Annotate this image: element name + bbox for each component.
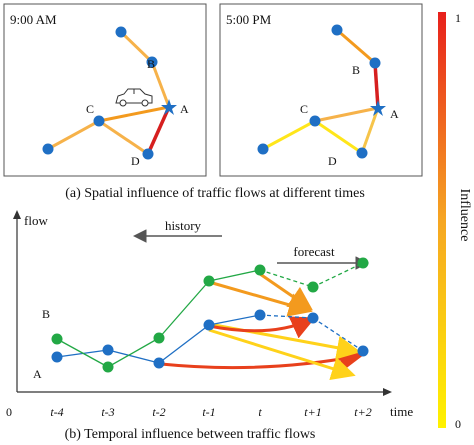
- evening-time-label: 5:00 PM: [226, 12, 272, 27]
- x-tick-label: t-1: [202, 405, 215, 419]
- morning-frame: [3, 3, 207, 177]
- edge-AD: [360, 107, 380, 154]
- series-B-point: [203, 275, 215, 287]
- influence-arrow: [259, 272, 313, 311]
- edge-C-left: [262, 119, 316, 151]
- series-B-segment: [56, 338, 109, 368]
- series-layer: [51, 257, 369, 373]
- evening-frame: [219, 3, 423, 177]
- node: [42, 143, 54, 155]
- series-A-point: [153, 357, 165, 369]
- x-tick-label: t-4: [50, 405, 63, 419]
- x-axis-arrow-icon: [383, 388, 392, 396]
- node-label-B: B: [352, 63, 360, 77]
- node-D: [142, 148, 154, 160]
- series-A-point: [254, 309, 266, 321]
- series-B-segment: [259, 269, 314, 288]
- node-label-D: D: [131, 154, 140, 168]
- node: [331, 24, 343, 36]
- colorbar-min-label: 0: [455, 417, 461, 431]
- node-B: [369, 57, 381, 69]
- edge-1: [119, 30, 154, 64]
- edge-AD: [146, 106, 171, 155]
- x-tick-label: t: [258, 405, 262, 419]
- series-A-point: [51, 351, 63, 363]
- node-label-C: C: [300, 102, 308, 116]
- series-B-point: [102, 361, 114, 373]
- series-label-B: B: [42, 307, 50, 321]
- influence-arrow: [208, 328, 356, 381]
- edge-C-left: [47, 119, 100, 151]
- panel-b: flow time 0 t-4 t-3 t-2 t-1 t t+1 t+2 hi…: [6, 210, 413, 419]
- series-B-segment: [208, 269, 261, 282]
- panel-a-evening: 5:00 PM B C A D: [219, 3, 423, 177]
- node-label-C: C: [86, 102, 94, 116]
- colorbar: 1 0 Influence: [438, 11, 472, 431]
- series-B-segment: [158, 280, 210, 339]
- series-A-point: [203, 319, 215, 331]
- node-label-D: D: [328, 154, 337, 168]
- edge-BA: [373, 62, 380, 109]
- edge-AC: [98, 105, 170, 123]
- car-icon: [115, 88, 153, 107]
- series-B-point: [254, 264, 266, 276]
- edge-CD: [98, 119, 149, 156]
- x-axis-label: time: [390, 404, 413, 419]
- star-icon: [370, 100, 386, 116]
- node: [257, 143, 269, 155]
- series-A-segment: [107, 349, 160, 364]
- series-A-point: [307, 312, 319, 324]
- node-label-A: A: [390, 107, 399, 121]
- node-D: [356, 147, 368, 159]
- y-axis-arrow-icon: [13, 210, 21, 219]
- series-B-point: [153, 332, 165, 344]
- x-tick-label: t-3: [101, 405, 114, 419]
- series-A-point: [102, 344, 114, 356]
- x-tick-labels: t-4 t-3 t-2 t-1 t t+1 t+2: [50, 405, 371, 419]
- series-label-A: A: [33, 367, 42, 381]
- morning-time-label: 9:00 AM: [10, 12, 57, 27]
- node-label-A: A: [180, 102, 189, 116]
- colorbar-title: Influence: [457, 189, 472, 242]
- panel-a-morning: 9:00 AM B C A D: [3, 3, 207, 177]
- x-tick-label: t+2: [354, 405, 371, 419]
- colorbar-gradient: [438, 12, 446, 428]
- series-B-segment: [107, 337, 160, 368]
- node-C: [93, 115, 105, 127]
- series-B-point: [307, 281, 319, 293]
- colorbar-max-label: 1: [455, 11, 461, 25]
- x-tick-label: t+1: [304, 405, 321, 419]
- edge-CD: [314, 119, 363, 155]
- node-label-B: B: [147, 57, 155, 71]
- caption-a: (a) Spatial influence of traffic flows a…: [65, 186, 365, 201]
- x-tick-label: t-2: [152, 405, 165, 419]
- star-icon: [161, 99, 177, 115]
- series-B-point: [357, 257, 369, 269]
- series-A-segment: [312, 317, 364, 352]
- series-B-point: [51, 333, 63, 345]
- history-label: history: [165, 218, 202, 233]
- node-C: [309, 115, 321, 127]
- series-A-segment: [208, 314, 261, 326]
- series-A-segment: [158, 324, 210, 364]
- series-A-point: [357, 345, 369, 357]
- forecast-label: forecast: [293, 244, 335, 259]
- series-B-segment: [312, 262, 364, 288]
- influence-arrow: [208, 316, 316, 339]
- edge-1: [336, 28, 376, 65]
- y-axis-label: flow: [24, 213, 48, 228]
- edge-BA: [150, 61, 171, 108]
- node: [115, 26, 127, 38]
- node-B: [146, 56, 158, 68]
- origin-label: 0: [6, 405, 12, 419]
- edge-AC: [314, 106, 379, 123]
- series-A-segment: [259, 314, 314, 319]
- caption-b: (b) Temporal influence between traffic f…: [65, 427, 316, 442]
